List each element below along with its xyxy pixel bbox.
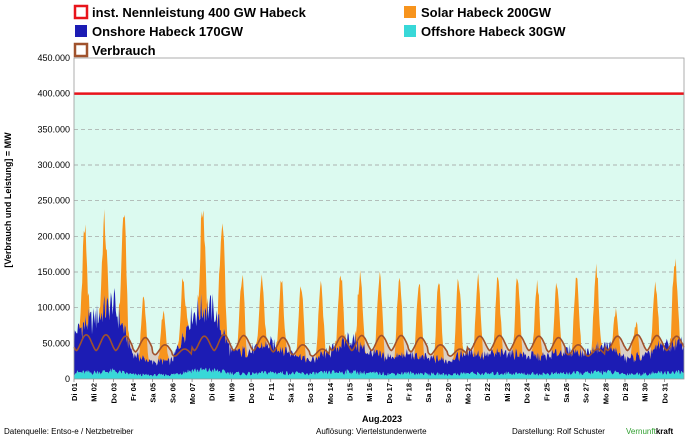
x-tick-label: Mo 07 <box>188 383 197 404</box>
x-tick-label: Di 08 <box>208 383 217 401</box>
x-tick-label: So 06 <box>168 383 177 403</box>
legend-label-onshore: Onshore Habeck 170GW <box>92 24 244 39</box>
x-tick-label: Mi 16 <box>365 383 374 402</box>
x-tick-label: Fr 25 <box>542 383 551 401</box>
y-tick-label: 150.000 <box>37 267 70 277</box>
x-axis-label: Aug.2023 <box>362 414 402 424</box>
footer-author: Darstellung: Rolf Schuster <box>512 427 605 436</box>
y-tick-label: 200.000 <box>37 231 70 241</box>
solar-area <box>74 209 684 366</box>
legend-swatch-capacity <box>73 4 89 20</box>
x-tick-label: Sa 26 <box>562 383 571 403</box>
y-tick-label: 350.000 <box>37 124 70 134</box>
x-tick-label: Sa 19 <box>424 383 433 403</box>
footer-brand-a: Vernunft <box>626 427 657 436</box>
y-tick-label: 50.000 <box>42 338 70 348</box>
verbrauch-line <box>73 333 685 358</box>
legend-label-offshore: Offshore Habeck 30GW <box>421 24 566 39</box>
y-tick-label: 400.000 <box>37 89 70 99</box>
onshore-area <box>74 288 684 377</box>
x-tick-label: Mi 30 <box>641 383 650 402</box>
y-tick-label: 0 <box>65 374 70 384</box>
x-tick-label: Do 17 <box>385 383 394 403</box>
x-tick-label: Sa 05 <box>149 383 158 403</box>
legend-swatch-verbrauch <box>73 42 89 58</box>
legend-label-verbrauch: Verbrauch <box>92 43 156 58</box>
y-tick-label: 100.000 <box>37 303 70 313</box>
legend: inst. Nennleistung 400 GW Habeck Solar H… <box>73 4 566 58</box>
legend-label-solar: Solar Habeck 200GW <box>421 5 552 20</box>
x-tick-label: Fr 18 <box>405 383 414 401</box>
x-tick-label: So 27 <box>582 383 591 403</box>
x-tick-label: Fr 04 <box>129 382 138 401</box>
x-axis-ticks: Di 01 Mi 02 Do 03 Fr 04 Sa 05 So 06 Mo 07 Di 08… <box>70 379 669 404</box>
x-tick-label: Sa 12 <box>286 383 295 403</box>
legend-swatch-offshore <box>404 25 416 37</box>
footer-brand: Vernunftkraft <box>626 427 673 436</box>
x-tick-label: Fr 11 <box>267 383 276 401</box>
x-tick-label: Mi 02 <box>90 383 99 402</box>
footer-resolution: Auflösung: Viertelstundenwerte <box>316 427 427 436</box>
x-tick-label: So 20 <box>444 383 453 403</box>
x-tick-label: Di 29 <box>621 383 630 401</box>
x-tick-label: Do 10 <box>247 383 256 403</box>
x-tick-label: Do 31 <box>660 383 669 403</box>
legend-swatch-onshore <box>75 25 87 37</box>
x-tick-label: Mo 14 <box>326 382 335 404</box>
footer-brand-b: kraft <box>656 427 674 436</box>
x-tick-label: Do 03 <box>109 383 118 403</box>
x-tick-label: Di 15 <box>345 383 354 401</box>
plot-border <box>73 57 685 380</box>
x-tick-label: Di 22 <box>483 383 492 401</box>
x-tick-label: So 13 <box>306 383 315 403</box>
y-axis-label: [Verbrauch und Leistung] = MW <box>3 132 13 268</box>
legend-swatch-solar <box>404 6 416 18</box>
x-tick-label: Mi 09 <box>227 383 236 402</box>
x-tick-label: Mi 23 <box>503 383 512 402</box>
x-tick-label: Do 24 <box>523 382 532 403</box>
footer-source: Datenquelle: Entso-e / Netzbetreiber <box>4 427 134 436</box>
legend-label-capacity: inst. Nennleistung 400 GW Habeck <box>92 5 307 20</box>
offshore-area <box>74 367 684 379</box>
x-tick-label: Di 01 <box>70 383 79 401</box>
x-tick-label: Mo 21 <box>464 383 473 404</box>
y-axis-ticks: 0 50.000 100.000 150.000 200.000 250.000 300.0… <box>37 53 70 384</box>
y-tick-label: 450.000 <box>37 53 70 63</box>
x-tick-label: Mo 28 <box>601 383 610 404</box>
y-tick-label: 250.000 <box>37 196 70 206</box>
y-tick-label: 300.000 <box>37 160 70 170</box>
